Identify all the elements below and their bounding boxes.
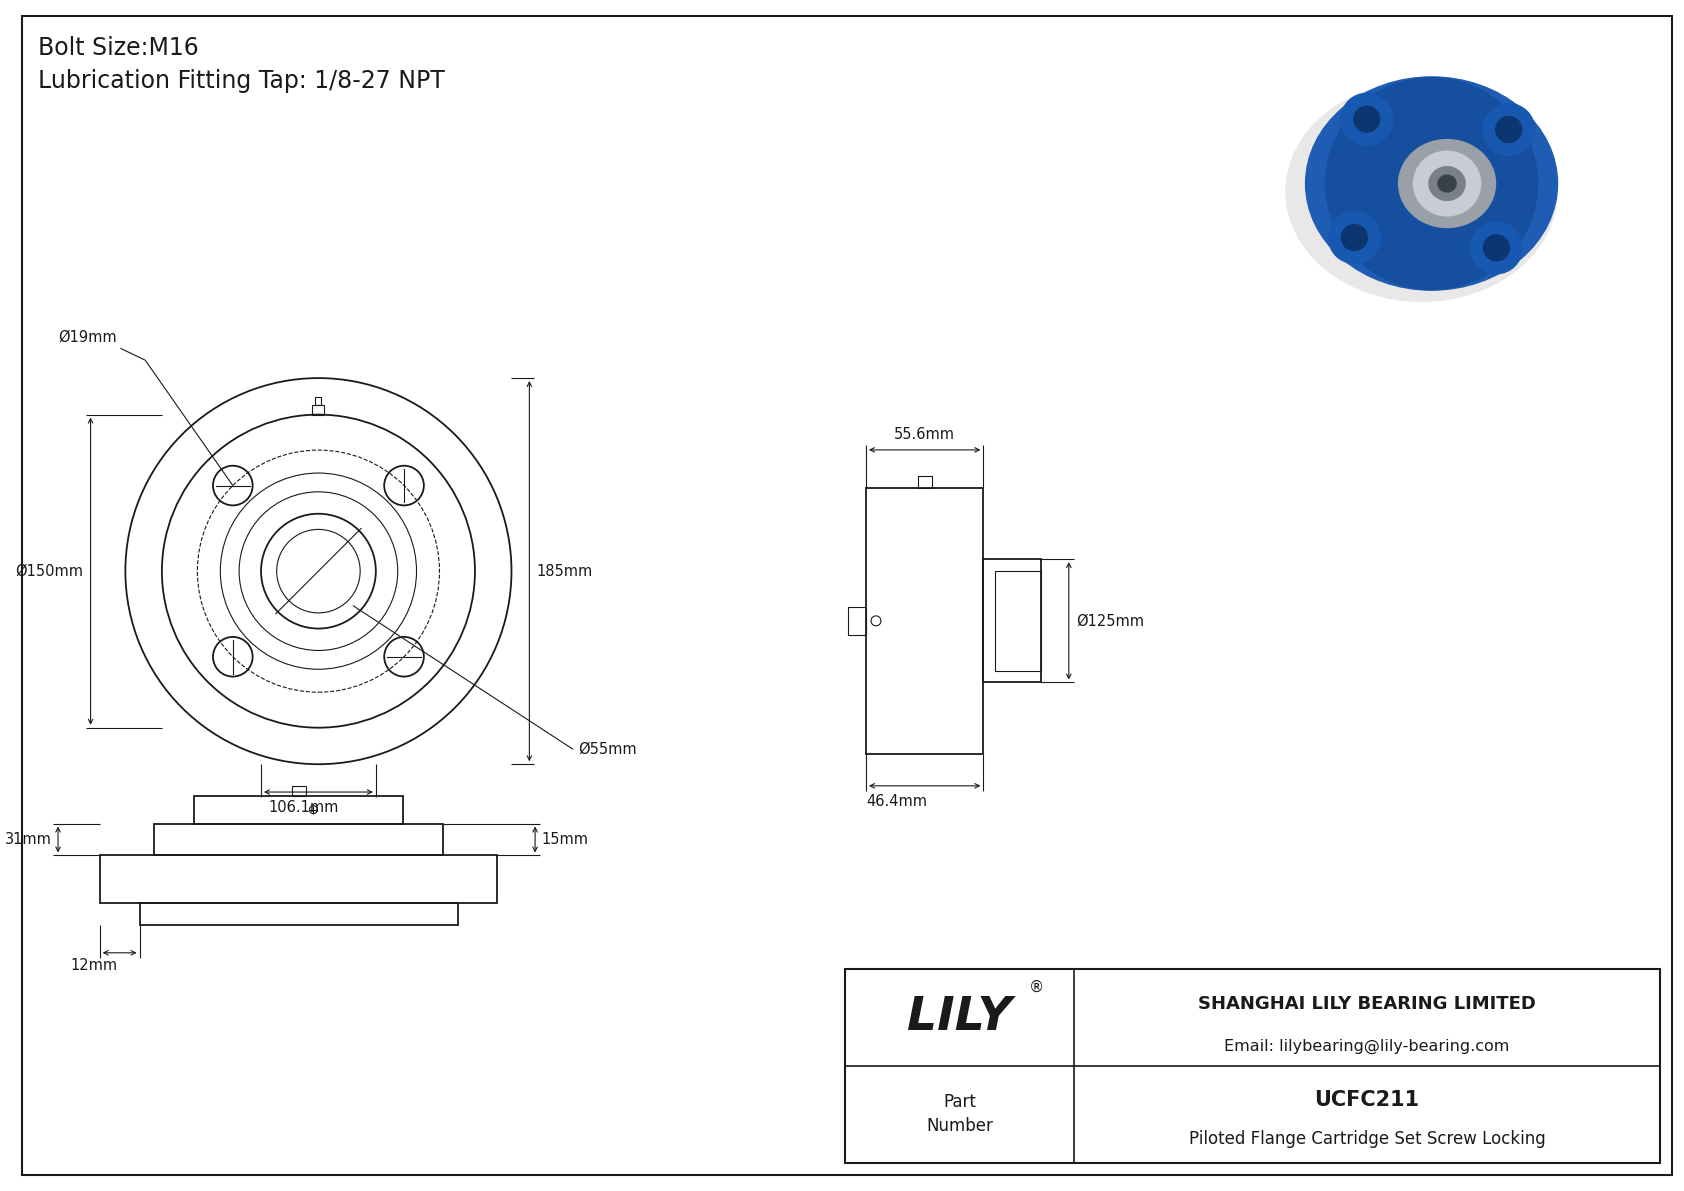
Bar (918, 475, 931, 487)
Text: 31mm: 31mm (5, 833, 52, 847)
Text: ®: ® (1029, 980, 1044, 996)
Bar (313, 405, 325, 414)
Bar (995, 572, 1041, 671)
Text: Ø55mm: Ø55mm (578, 742, 637, 756)
Text: 185mm: 185mm (536, 563, 593, 579)
Bar (315, 397, 322, 405)
Ellipse shape (1430, 167, 1465, 200)
Text: Bolt Size:M16: Bolt Size:M16 (39, 37, 199, 61)
Circle shape (1340, 93, 1393, 145)
Ellipse shape (1413, 151, 1480, 216)
Text: Ø19mm: Ø19mm (57, 329, 116, 344)
Text: 106.1mm: 106.1mm (268, 800, 338, 815)
Bar (866, 487, 983, 754)
Circle shape (1342, 225, 1367, 250)
Text: LILY: LILY (908, 994, 1012, 1040)
Circle shape (1495, 117, 1522, 143)
Text: UCFC211: UCFC211 (1315, 1091, 1420, 1110)
Bar (983, 560, 1041, 682)
Ellipse shape (1287, 82, 1558, 301)
Circle shape (1470, 222, 1522, 274)
Ellipse shape (1305, 77, 1558, 291)
Circle shape (1329, 212, 1381, 263)
Ellipse shape (1399, 139, 1495, 227)
Circle shape (1325, 77, 1537, 289)
Circle shape (1484, 235, 1509, 261)
Circle shape (1484, 104, 1534, 155)
Ellipse shape (1438, 175, 1457, 192)
Text: Ø125mm: Ø125mm (1076, 613, 1143, 629)
Text: SHANGHAI LILY BEARING LIMITED: SHANGHAI LILY BEARING LIMITED (1197, 994, 1536, 1012)
Bar (155, 824, 443, 855)
Text: 12mm: 12mm (71, 958, 118, 973)
Text: Ø150mm: Ø150mm (15, 563, 84, 579)
Bar (849, 607, 866, 635)
Text: 46.4mm: 46.4mm (866, 793, 928, 809)
Circle shape (1354, 106, 1379, 132)
Bar (99, 855, 497, 903)
Text: Lubrication Fitting Tap: 1/8-27 NPT: Lubrication Fitting Tap: 1/8-27 NPT (39, 69, 445, 93)
Bar (140, 903, 458, 925)
Text: Piloted Flange Cartridge Set Screw Locking: Piloted Flange Cartridge Set Screw Locki… (1189, 1130, 1546, 1148)
Text: 55.6mm: 55.6mm (894, 426, 955, 442)
Bar (194, 796, 402, 824)
Text: Part
Number: Part Number (926, 1093, 994, 1135)
Bar (845, 968, 1660, 1162)
Text: 15mm: 15mm (541, 833, 588, 847)
Bar (291, 786, 305, 796)
Text: Email: lilybearing@lily-bearing.com: Email: lilybearing@lily-bearing.com (1224, 1039, 1509, 1054)
